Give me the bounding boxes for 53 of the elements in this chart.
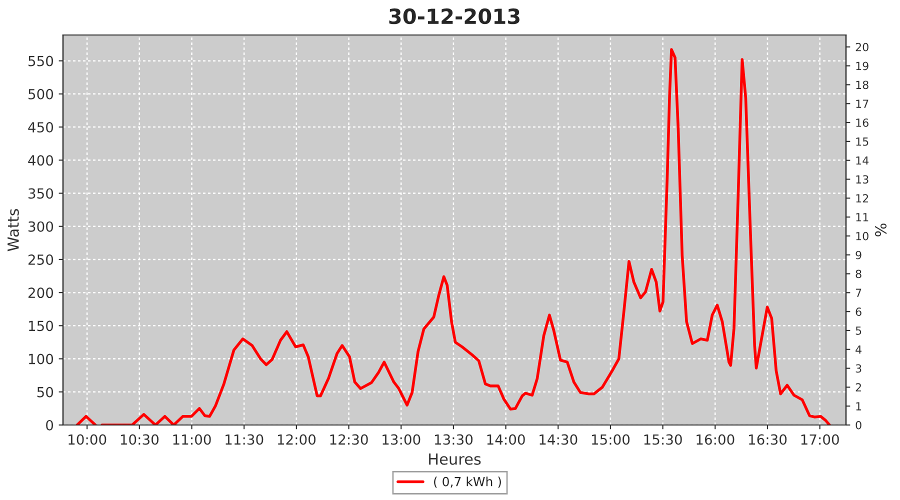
y2-tick-label: 20	[856, 42, 868, 52]
x-tick-label: 10:00	[68, 434, 106, 445]
x-tick-label: 12:00	[278, 434, 316, 445]
y2-tick-label: 3	[856, 364, 862, 373]
y2-tick-label: 9	[856, 250, 862, 260]
x-tick-label: 17:00	[801, 434, 839, 445]
y2-tick-label: 6	[856, 308, 862, 316]
y-tick-label: 50	[37, 386, 54, 398]
y2-tick-label: 19	[856, 62, 868, 70]
legend-label: ( 0,7 kWh )	[434, 476, 501, 488]
y2-tick-label: 10	[856, 232, 868, 240]
y2-tick-label: 2	[856, 383, 861, 392]
y2-tick-label: 0	[856, 420, 862, 430]
x-tick-label: 11:30	[226, 434, 264, 445]
y2-tick-label: 11	[856, 213, 868, 222]
y2-tick-label: 18	[856, 80, 868, 90]
y2-tick-label: 8	[856, 270, 862, 278]
chart-title: 30-12-2013	[389, 8, 520, 24]
x-tick-label: 11:00	[173, 434, 211, 445]
x-tick-label: 13:00	[382, 434, 420, 445]
y-tick-label: 400	[28, 155, 54, 166]
y2-tick-label: 7	[856, 288, 862, 297]
y2-tick-label: 5	[856, 326, 862, 335]
x-tick-label: 14:30	[540, 434, 578, 445]
x-tick-label: 15:30	[644, 434, 682, 445]
y-tick-label: 0	[46, 420, 54, 430]
y-tick-label: 550	[28, 56, 54, 66]
y2-tick-label: 17	[856, 100, 868, 108]
y2-axis-title: %	[874, 224, 887, 236]
y-axis-title: Watts	[8, 209, 19, 252]
y2-tick-label: 15	[856, 138, 868, 146]
x-tick-label: 14:00	[487, 434, 525, 445]
y-tick-label: 300	[28, 221, 54, 232]
y2-tick-label: 4	[856, 346, 862, 354]
x-tick-label: 16:30	[749, 434, 787, 445]
y-tick-label: 100	[28, 354, 54, 364]
y-tick-label: 500	[28, 88, 54, 100]
y2-tick-label: 16	[856, 118, 868, 127]
x-tick-label: 15:00	[592, 434, 630, 445]
y2-tick-label: 12	[856, 194, 868, 202]
y-tick-label: 250	[28, 254, 54, 265]
x-tick-label: 16:00	[696, 434, 734, 445]
y2-tick-label: 1	[856, 402, 862, 410]
y-tick-label: 200	[28, 288, 54, 298]
x-axis-title: Heures	[429, 453, 481, 465]
y2-tick-label: 13	[856, 175, 868, 184]
y-tick-label: 150	[28, 320, 54, 332]
y-tick-label: 350	[28, 188, 54, 199]
y2-tick-label: 14	[856, 156, 869, 165]
x-tick-label: 12:30	[330, 434, 368, 445]
y-tick-label: 450	[28, 122, 54, 133]
x-tick-label: 13:30	[434, 434, 473, 445]
x-tick-label: 10:30	[120, 434, 159, 445]
